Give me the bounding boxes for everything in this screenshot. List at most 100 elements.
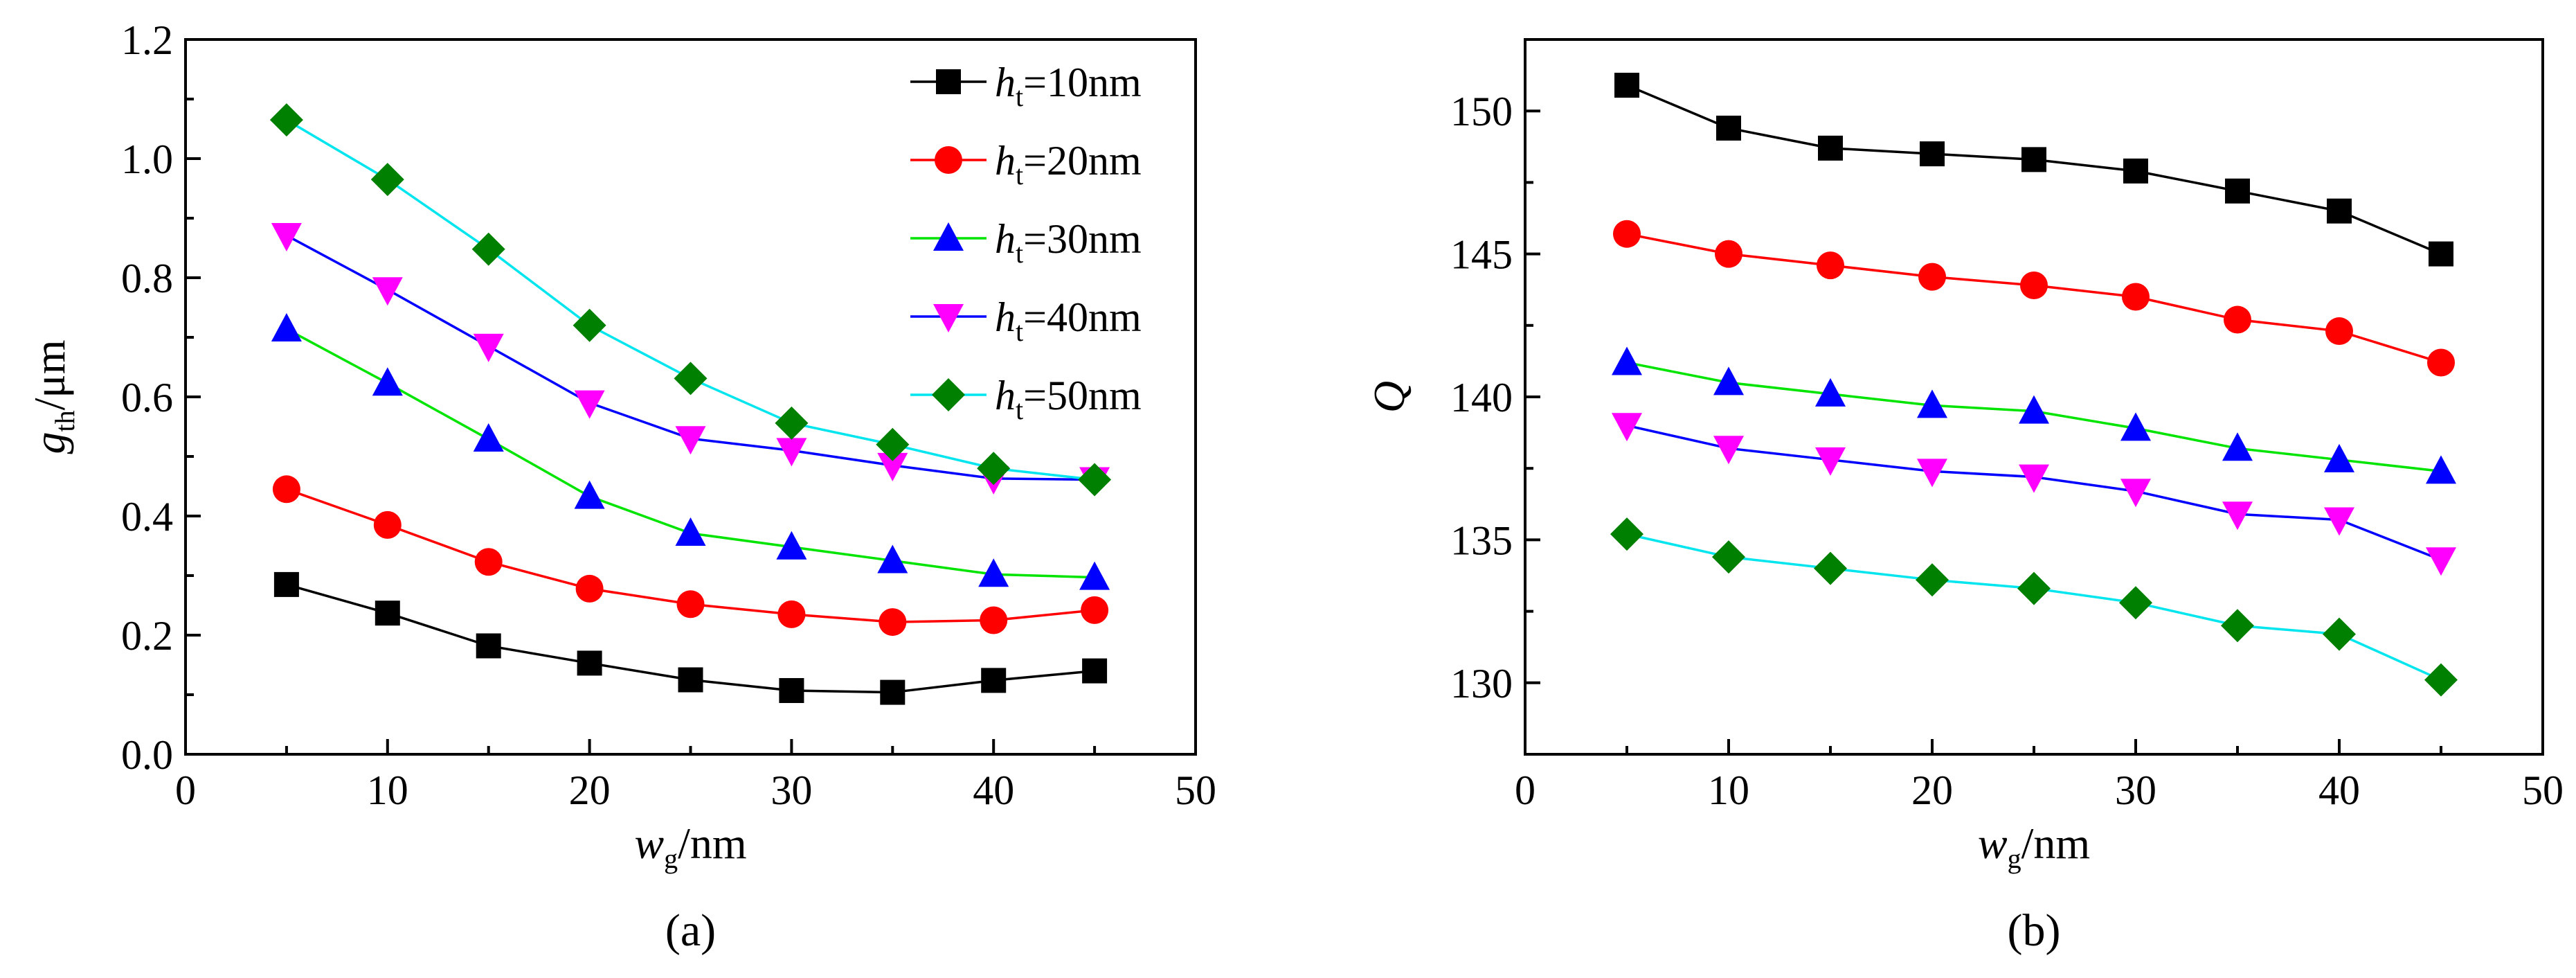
data-point (473, 333, 504, 362)
data-point (2327, 198, 2352, 224)
series-4 (1612, 413, 2456, 576)
data-point (1716, 115, 1741, 141)
data-point (271, 222, 302, 251)
x-axis-label: wg/nm (634, 819, 746, 874)
panel-b-chart: 0 10 20 30 40 50 130 135 140 145 150 wg/nm Q (b) (1364, 38, 2564, 956)
legend-entry: ht=30nm (910, 216, 1142, 269)
data-point (273, 571, 299, 597)
legend-label: ht=20nm (995, 138, 1142, 190)
legend-marker (936, 69, 961, 94)
panel-caption: (b) (2008, 905, 2061, 956)
data-point (1818, 135, 1843, 161)
data-point (674, 362, 708, 395)
x-tick-label: 10 (367, 767, 408, 813)
data-point (1917, 389, 1947, 418)
data-point (1081, 596, 1109, 624)
data-point (981, 668, 1007, 693)
series-2 (272, 475, 1109, 637)
data-point (2020, 272, 2048, 300)
y-tick-label: 1.0 (121, 136, 173, 182)
legend-marker (935, 146, 962, 174)
data-point (575, 574, 604, 603)
y-tick-label: 0.4 (121, 494, 173, 540)
panel-a-chart: 0 10 20 30 40 50 0.0 0.2 0.4 0.6 0.8 1.0 1.2 wg/nm gth… (25, 17, 1216, 956)
x-tick-label: 30 (2115, 767, 2156, 813)
series-4 (271, 222, 1110, 496)
data-point (1918, 263, 1946, 291)
y-axis-label: gth/μm (25, 340, 80, 454)
data-point (375, 601, 400, 626)
data-point (476, 633, 501, 659)
data-point (2119, 586, 2152, 620)
data-point (2426, 547, 2456, 576)
data-point (1713, 366, 1744, 395)
data-point (574, 390, 605, 419)
x-tick-label: 50 (2522, 767, 2564, 813)
data-point (2324, 443, 2354, 472)
legend-entry: ht=50nm (910, 373, 1142, 425)
data-point (2225, 178, 2250, 204)
data-point (1612, 413, 1642, 442)
x-tick-label: 50 (1175, 767, 1216, 813)
data-point (978, 558, 1009, 587)
data-point (577, 650, 602, 676)
data-point (1610, 517, 1643, 551)
data-point (2427, 348, 2455, 377)
y-tick-label: 0.6 (121, 375, 173, 420)
data-point (776, 531, 807, 560)
data-point (2429, 241, 2453, 267)
data-point (675, 426, 706, 455)
x-tick-label: 40 (973, 767, 1014, 813)
data-point (1079, 561, 1110, 590)
y-tick-label: 0.8 (121, 256, 173, 301)
series-3 (271, 312, 1110, 590)
data-point (777, 600, 806, 628)
data-point (2224, 305, 2251, 334)
x-tick-label: 30 (771, 767, 812, 813)
data-point (2120, 412, 2151, 441)
y-tick-label: 135 (1450, 517, 1513, 563)
legend-entry: ht=40nm (910, 294, 1142, 347)
data-point (1916, 563, 1949, 597)
data-point (573, 308, 606, 342)
data-point (2426, 455, 2456, 484)
data-point (373, 510, 402, 539)
data-point (1082, 658, 1108, 684)
data-point (2017, 571, 2051, 605)
data-point (1713, 436, 1744, 465)
data-point (2120, 479, 2151, 508)
x-tick-label: 20 (1911, 767, 1953, 813)
data-point (877, 452, 908, 481)
data-point (779, 677, 804, 703)
legend-label: ht=30nm (995, 216, 1142, 269)
data-point (2325, 317, 2353, 346)
data-point (1613, 220, 1641, 248)
legend-label: ht=40nm (995, 294, 1142, 347)
data-point (372, 277, 403, 306)
y-tick-label: 0.0 (121, 732, 173, 778)
y-tick-label: 130 (1450, 661, 1513, 706)
y-axis-label: Q (1364, 381, 1414, 413)
data-point (471, 232, 505, 266)
x-tick-label: 0 (175, 767, 196, 813)
data-point (2323, 617, 2356, 651)
data-point (2222, 432, 2253, 461)
data-point (1814, 551, 1847, 585)
x-axis-label: wg/nm (1978, 819, 2090, 874)
series-3 (1612, 346, 2456, 484)
panel-caption: (a) (665, 905, 716, 956)
legend-entry: ht=10nm (910, 60, 1142, 112)
data-point (980, 606, 1008, 634)
x-tick-label: 20 (569, 767, 611, 813)
data-point (775, 406, 809, 440)
data-point (1715, 240, 1742, 268)
data-point (372, 367, 403, 396)
data-point (876, 427, 910, 461)
data-point (877, 544, 908, 574)
data-point (272, 475, 300, 504)
data-point (1815, 447, 1846, 476)
x-tick-label: 0 (1515, 767, 1535, 813)
data-point (574, 480, 605, 509)
y-tick-label: 150 (1450, 89, 1513, 134)
